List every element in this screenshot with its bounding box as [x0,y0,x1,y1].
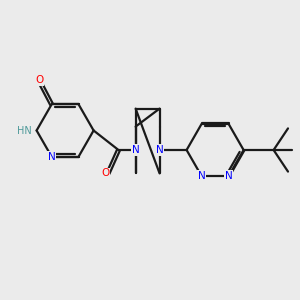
Text: N: N [132,145,140,155]
Text: HN: HN [17,125,32,136]
Text: N: N [198,171,206,181]
Text: O: O [101,168,109,178]
Text: N: N [225,171,232,181]
Text: N: N [48,152,56,162]
Text: N: N [156,145,164,155]
Text: O: O [35,75,43,85]
